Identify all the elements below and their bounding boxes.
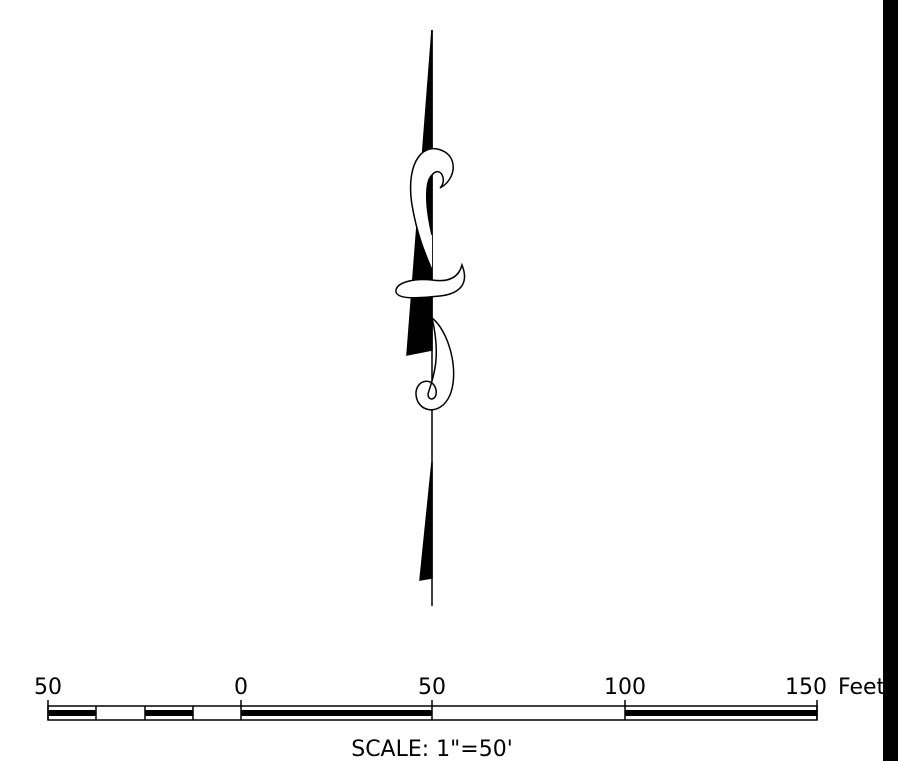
scale-label: 150 [785,675,827,700]
north-arrow [395,29,466,606]
scale-label: 50 [34,675,62,700]
scale-label: 100 [604,675,646,700]
scale-unit: Feet [838,675,886,700]
scale-caption: SCALE: 1"=50' [351,737,513,761]
edge-bar [883,0,898,761]
scale-label: 50 [418,675,446,700]
scale-bar [47,700,818,721]
scale-label: 0 [234,675,248,700]
